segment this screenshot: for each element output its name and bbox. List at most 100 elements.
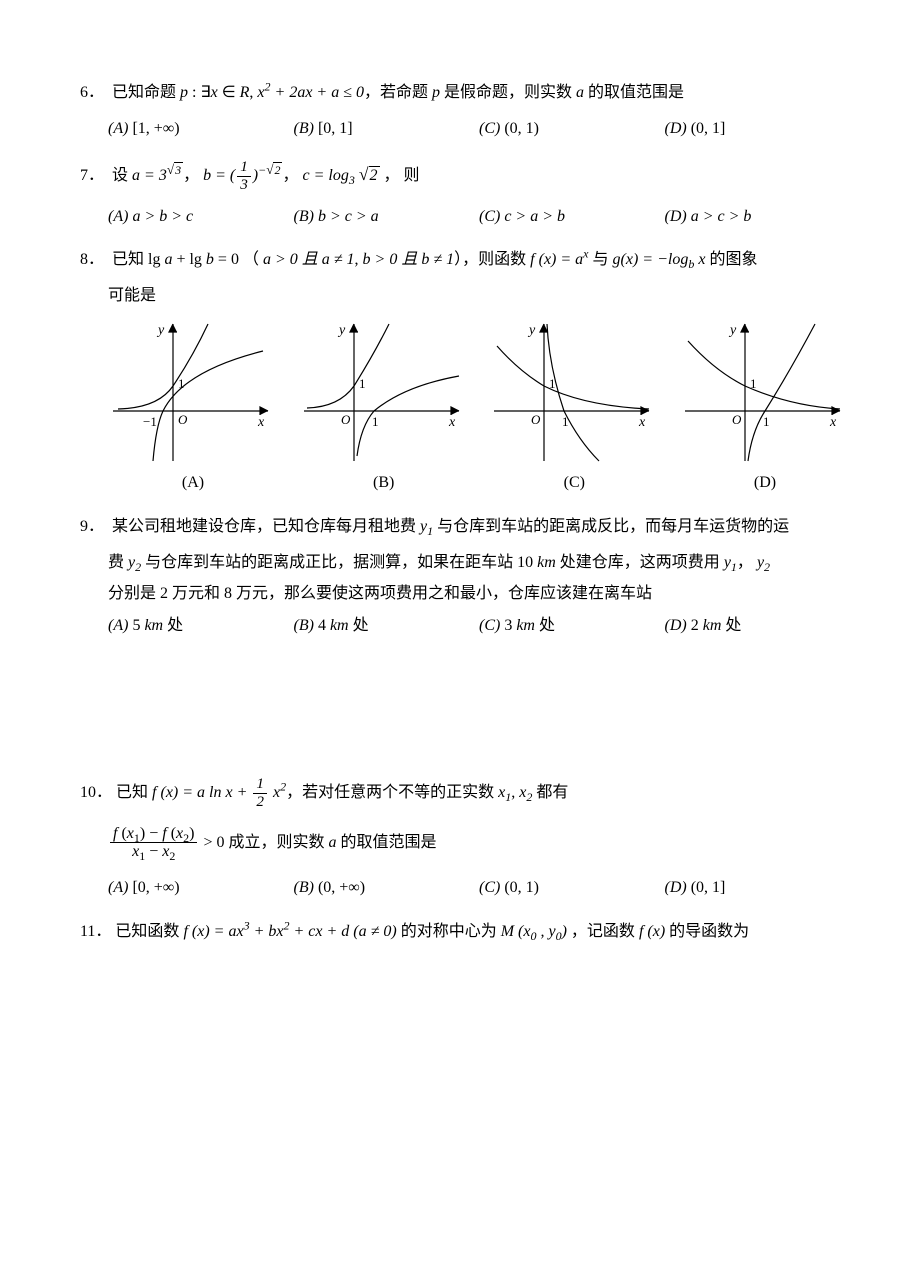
q10-options: (A) [0, +∞) (B) (0, +∞) (C) (0, 1) (D) (… xyxy=(80,875,850,901)
q10-opt-A-val: [0, +∞) xyxy=(132,879,179,896)
q6-text-1: 已知命题 xyxy=(112,84,180,101)
q9-l1a: 某公司租地建设仓库，已知仓库每月租地费 xyxy=(112,518,420,535)
svg-text:1: 1 xyxy=(359,376,366,391)
question-8: 8． 已知 lg a + lg b = 0 （ a > 0 且 a ≠ 1, b… xyxy=(80,247,850,496)
question-10: 10． 已知 f (x) = a ln x + 12 x2，若对任意两个不等的正… xyxy=(80,776,850,900)
q9-option-C: (C) 3 km 处 xyxy=(479,613,665,639)
q9-y2: y2 xyxy=(128,554,141,571)
q6-opt-C-val: (0, 1) xyxy=(504,120,539,137)
q8-p4: , xyxy=(355,251,363,268)
q6-option-C: (C) (0, 1) xyxy=(479,116,665,142)
q9-l1b: 与仓库到车站的距离成反比，而每月车运货物的运 xyxy=(433,518,789,535)
spacer xyxy=(80,656,850,776)
q6-text-5: ，若命题 xyxy=(364,84,432,101)
q7-c2: ， xyxy=(282,167,302,184)
q7-p1: 设 xyxy=(112,167,132,184)
opt-label-B: (B) xyxy=(294,120,318,137)
q8-graph-A-label: (A) xyxy=(108,470,278,496)
q8-p5: ），则函数 xyxy=(454,251,530,268)
q8-cond2: b > 0 且 b ≠ 1 xyxy=(363,251,455,268)
svg-text:1: 1 xyxy=(178,376,185,391)
q9-stem: 9． 某公司租地建设仓库，已知仓库每月租地费 y1 与仓库到车站的距离成反比，而… xyxy=(80,514,850,540)
q8-graphs: x y O 1 −1 (A) x xyxy=(108,316,850,496)
q6-p2: p xyxy=(432,84,440,101)
q10-opt-D-val: (0, 1] xyxy=(691,879,726,896)
svg-text:1: 1 xyxy=(549,376,556,391)
q7-opt-C-val: c > a > b xyxy=(504,208,565,225)
q11-fx: f (x) xyxy=(639,923,665,940)
q6-option-B: (B) [0, 1] xyxy=(294,116,480,142)
q9-opt-D-val: 2 km 处 xyxy=(691,617,742,634)
q6-opt-A-val: [1, +∞) xyxy=(132,120,179,137)
q9-options: (A) 5 km 处 (B) 4 km 处 (C) 3 km 处 (D) 2 k… xyxy=(80,613,850,639)
q10-opt-C-val: (0, 1) xyxy=(504,879,539,896)
q8-g: g(x) = −logb x xyxy=(613,251,706,268)
q10-diff-quotient: f (x1) − f (x2) x1 − x2 xyxy=(110,825,197,861)
q11-number: 11． xyxy=(80,919,111,945)
q6-number: 6． xyxy=(80,80,108,106)
q8-f: f (x) = ax xyxy=(530,251,588,268)
q10-x1: x1 xyxy=(498,784,511,801)
svg-text:O: O xyxy=(341,412,351,427)
q7-option-A: (A) a > b > c xyxy=(108,204,294,230)
q7-option-B: (B) b > c > a xyxy=(294,204,480,230)
svg-text:x: x xyxy=(829,415,837,430)
q8-p6: 与 xyxy=(589,251,613,268)
q11-stem: 11． 已知函数 f (x) = ax3 + bx2 + cx + d (a ≠… xyxy=(80,919,850,945)
q11-M: M (x0 , y0) xyxy=(501,923,567,940)
q10-number: 10． xyxy=(80,780,112,806)
q11-p3: ，记函数 xyxy=(567,923,639,940)
q6-text-7: 的取值范围是 xyxy=(584,84,684,101)
q7-stem: 7． 设 a = 3√3， b = (13)−√2， c = log3 √2 ，… xyxy=(80,159,850,193)
q9-y2b: y2 xyxy=(757,554,770,571)
q7-opt-A-val: a > b > c xyxy=(132,208,193,225)
q8-number: 8． xyxy=(80,247,108,273)
q9-opt-C-val: 3 km 处 xyxy=(504,617,555,634)
q6-p: p xyxy=(180,84,188,101)
q9-l2c: 处建仓库，这两项费用 xyxy=(556,554,724,571)
q6-opt-B-val: [0, 1] xyxy=(318,120,353,137)
q6-options: (A) [1, +∞) (B) [0, 1] (C) (0, 1) (D) (0… xyxy=(80,116,850,142)
graph-D-svg: x y O 1 1 xyxy=(680,316,850,466)
q6-x: x xyxy=(211,84,218,101)
svg-text:y: y xyxy=(337,323,346,338)
svg-text:x: x xyxy=(448,415,456,430)
q10-option-B: (B) (0, +∞) xyxy=(294,875,480,901)
q8-graph-C-label: (C) xyxy=(489,470,659,496)
q9-opt-A-val: 5 km 处 xyxy=(132,617,183,634)
q8-p7: 的图象 xyxy=(705,251,757,268)
q6-a: a xyxy=(576,84,584,101)
q8-graph-A: x y O 1 −1 (A) xyxy=(108,316,278,496)
q9-y1b: y1 xyxy=(724,554,737,571)
q9-option-A: (A) 5 km 处 xyxy=(108,613,294,639)
q8-cond1: a > 0 且 a ≠ 1 xyxy=(263,251,355,268)
q9-opt-B-val: 4 km 处 xyxy=(318,617,369,634)
q8-graph-C: x y O 1 1 (C) xyxy=(489,316,659,496)
q10-option-C: (C) (0, 1) xyxy=(479,875,665,901)
q9-l2d: ， xyxy=(737,554,757,571)
q8-graph-D: x y O 1 1 (D) xyxy=(680,316,850,496)
svg-text:y: y xyxy=(728,323,737,338)
q9-l2b: 与仓库到车站的距离成正比，据测算，如果在距车站 10 xyxy=(141,554,537,571)
svg-text:O: O xyxy=(178,412,188,427)
q7-option-C: (C) c > a > b xyxy=(479,204,665,230)
svg-text:y: y xyxy=(527,323,536,338)
q7-number: 7． xyxy=(80,163,108,189)
svg-text:y: y xyxy=(156,323,165,338)
q6-expr: x2 + 2ax + a ≤ 0 xyxy=(257,84,364,101)
graph-B-svg: x y O 1 1 xyxy=(299,316,469,466)
q6-text-6: 是假命题，则实数 xyxy=(440,84,576,101)
q6-text-2: : ∃ xyxy=(188,84,211,101)
q9-line2: 费 y2 与仓库到车站的距离成正比，据测算，如果在距车站 10 km 处建仓库，… xyxy=(80,550,850,576)
q8-stem-line2: 可能是 xyxy=(80,283,850,309)
svg-text:O: O xyxy=(531,412,541,427)
q6-stem: 6． 已知命题 p : ∃x ∈ R, x2 + 2ax + a ≤ 0，若命题… xyxy=(80,80,850,106)
q10-f: f (x) = a ln x + 12 x2 xyxy=(152,784,286,801)
q9-number: 9． xyxy=(80,514,108,540)
q6-option-D: (D) (0, 1] xyxy=(665,116,851,142)
q11-p4: 的导函数为 xyxy=(665,923,749,940)
q7-options: (A) a > b > c (B) b > c > a (C) c > a > … xyxy=(80,204,850,230)
q9-line3: 分别是 2 万元和 8 万元，那么要使这两项费用之和最小，仓库应该建在离车站 xyxy=(80,581,850,607)
q6-option-A: (A) [1, +∞) xyxy=(108,116,294,142)
svg-text:−1: −1 xyxy=(143,414,157,429)
